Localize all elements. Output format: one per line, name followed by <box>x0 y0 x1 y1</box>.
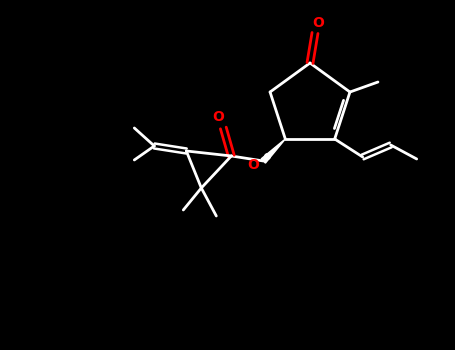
Text: O: O <box>212 110 224 124</box>
Polygon shape <box>261 139 285 163</box>
Text: O: O <box>312 16 324 30</box>
Text: O: O <box>248 158 259 172</box>
